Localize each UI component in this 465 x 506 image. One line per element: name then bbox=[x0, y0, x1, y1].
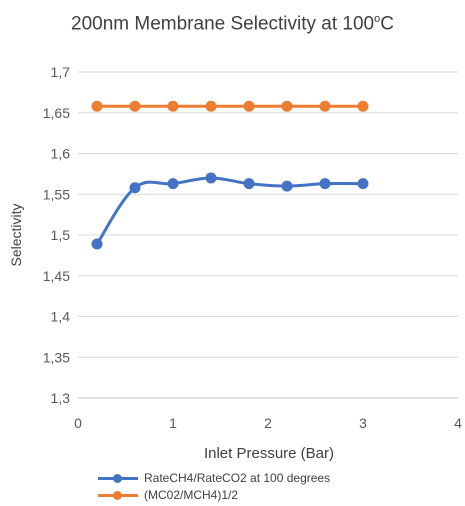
data-point-series-1 bbox=[167, 178, 179, 190]
data-point-series-2 bbox=[243, 100, 255, 112]
data-point-series-2 bbox=[167, 100, 179, 112]
chart-title-suffix: C bbox=[380, 13, 394, 35]
y-tick-label: 1,5 bbox=[51, 227, 71, 243]
tick-labels: 1,3 1,35 1,4 1,45 1,5 1,55 1,6 1,65 1,7 0 1 2 3 4 bbox=[43, 64, 462, 431]
x-tick-label: 3 bbox=[359, 415, 367, 431]
x-tick-label: 1 bbox=[169, 415, 177, 431]
data-point-series-1 bbox=[243, 178, 255, 190]
data-point-series-1 bbox=[357, 178, 369, 190]
legend-swatch-series-2 bbox=[98, 487, 138, 504]
y-tick-label: 1,35 bbox=[43, 349, 70, 365]
data-point-series-1 bbox=[91, 238, 103, 250]
data-point-series-1 bbox=[129, 182, 141, 194]
x-tick-label: 4 bbox=[454, 415, 462, 431]
y-axis-label: Selectivity bbox=[8, 203, 24, 266]
legend-swatch-series-1 bbox=[98, 470, 138, 487]
data-point-series-2 bbox=[319, 100, 331, 112]
data-point-series-2 bbox=[281, 100, 293, 112]
series bbox=[91, 100, 369, 250]
y-tick-label: 1,65 bbox=[43, 105, 70, 121]
y-tick-label: 1,6 bbox=[51, 146, 71, 162]
data-point-series-2 bbox=[129, 100, 141, 112]
x-tick-label: 2 bbox=[264, 415, 272, 431]
y-tick-label: 1,7 bbox=[51, 64, 71, 80]
chart-title-superscript: o bbox=[374, 13, 381, 25]
y-tick-label: 1,3 bbox=[51, 390, 71, 406]
y-tick-label: 1,4 bbox=[51, 309, 71, 325]
data-point-series-1 bbox=[281, 180, 293, 192]
gridlines bbox=[78, 71, 458, 399]
data-point-series-2 bbox=[91, 100, 103, 112]
x-tick-label: 0 bbox=[74, 415, 82, 431]
x-axis-label: Inlet Pressure (Bar) bbox=[204, 445, 334, 462]
data-point-series-2 bbox=[205, 100, 217, 112]
legend-label-series-1: RateCH4/RateCO2 at 100 degrees bbox=[144, 471, 331, 485]
data-point-series-1 bbox=[319, 178, 331, 190]
data-point-series-1 bbox=[205, 172, 217, 184]
y-tick-label: 1,55 bbox=[43, 186, 70, 202]
chart-title: 200nm Membrane Selectivity at 100oC bbox=[0, 13, 465, 35]
chart-title-text: 200nm Membrane Selectivity at 100 bbox=[71, 13, 375, 35]
data-point-series-2 bbox=[357, 100, 369, 112]
legend-label-series-2: (MC02/MCH4)1/2 bbox=[144, 488, 239, 502]
y-tick-label: 1,45 bbox=[43, 268, 70, 284]
